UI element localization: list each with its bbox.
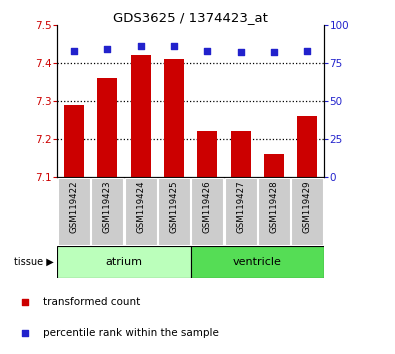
Bar: [91, 178, 123, 245]
Point: [171, 43, 177, 49]
Text: atrium: atrium: [105, 257, 143, 267]
Point: [22, 330, 28, 336]
Bar: [191, 178, 223, 245]
Text: GSM119424: GSM119424: [136, 181, 145, 233]
Text: ventricle: ventricle: [233, 257, 282, 267]
Bar: [264, 154, 284, 177]
Bar: [57, 246, 191, 278]
Bar: [131, 55, 150, 177]
Bar: [164, 59, 184, 177]
Text: GSM119422: GSM119422: [70, 181, 79, 233]
Bar: [197, 131, 217, 177]
Bar: [158, 178, 190, 245]
Text: GSM119425: GSM119425: [169, 181, 179, 233]
Point: [204, 48, 211, 53]
Point: [104, 46, 111, 52]
Text: GSM119423: GSM119423: [103, 181, 112, 233]
Bar: [191, 246, 324, 278]
Point: [137, 43, 144, 49]
Point: [304, 48, 310, 53]
Text: percentile rank within the sample: percentile rank within the sample: [43, 328, 218, 338]
Bar: [64, 105, 84, 177]
Text: GSM119429: GSM119429: [303, 181, 312, 233]
Text: tissue ▶: tissue ▶: [14, 257, 54, 267]
Text: GSM119428: GSM119428: [269, 181, 278, 233]
Point: [271, 49, 277, 55]
Text: GSM119427: GSM119427: [236, 181, 245, 233]
Text: transformed count: transformed count: [43, 297, 140, 307]
Bar: [124, 178, 156, 245]
Bar: [225, 178, 257, 245]
Bar: [297, 116, 317, 177]
Bar: [58, 178, 90, 245]
Bar: [258, 178, 290, 245]
Text: GSM119426: GSM119426: [203, 181, 212, 233]
Bar: [97, 78, 117, 177]
Title: GDS3625 / 1374423_at: GDS3625 / 1374423_at: [113, 11, 268, 24]
Point: [71, 48, 77, 53]
Point: [237, 49, 244, 55]
Bar: [291, 178, 323, 245]
Point: [22, 299, 28, 305]
Bar: [231, 131, 250, 177]
